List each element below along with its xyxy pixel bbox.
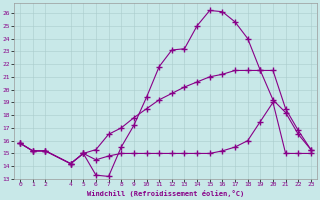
X-axis label: Windchill (Refroidissement éolien,°C): Windchill (Refroidissement éolien,°C) <box>87 190 244 197</box>
